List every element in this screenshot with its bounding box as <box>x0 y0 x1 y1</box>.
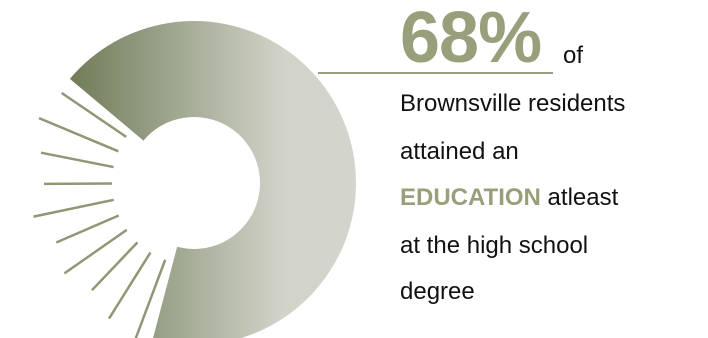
caption-line-1: Brownsville residents <box>400 90 626 117</box>
sunburst-ray <box>55 214 120 244</box>
caption-line-3: EDUCATION atleast <box>400 184 618 212</box>
caption-line-5: degree <box>400 278 475 305</box>
caption-line-4: at the high school <box>400 232 589 259</box>
education-emphasis: EDUCATION <box>400 184 541 211</box>
sunburst-ray <box>40 151 114 169</box>
of-label: of <box>563 42 584 69</box>
donut-segment-68 <box>69 21 356 338</box>
sunburst-ray <box>63 228 128 275</box>
sunburst-ray <box>61 91 127 138</box>
sunburst-ray <box>38 116 119 153</box>
caption-line-2: attained an <box>400 138 519 165</box>
sunburst-ray <box>91 241 139 292</box>
sunburst-ray <box>107 251 152 320</box>
sunburst-ray <box>33 198 115 218</box>
sunburst-rays <box>33 91 167 338</box>
percent-value: 68% <box>400 0 542 78</box>
caption-line-3-rest: atleast <box>540 184 619 211</box>
sunburst-ray <box>134 259 167 338</box>
